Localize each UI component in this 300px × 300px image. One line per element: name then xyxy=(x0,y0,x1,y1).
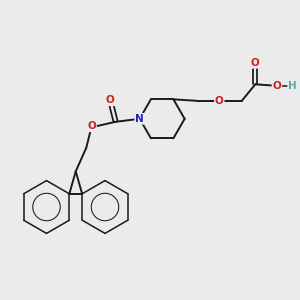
Text: H: H xyxy=(288,81,297,91)
Text: O: O xyxy=(87,121,96,131)
Text: O: O xyxy=(251,58,260,68)
Text: O: O xyxy=(215,96,224,106)
Text: O: O xyxy=(272,81,281,91)
Text: O: O xyxy=(106,95,115,105)
Text: N: N xyxy=(135,114,144,124)
